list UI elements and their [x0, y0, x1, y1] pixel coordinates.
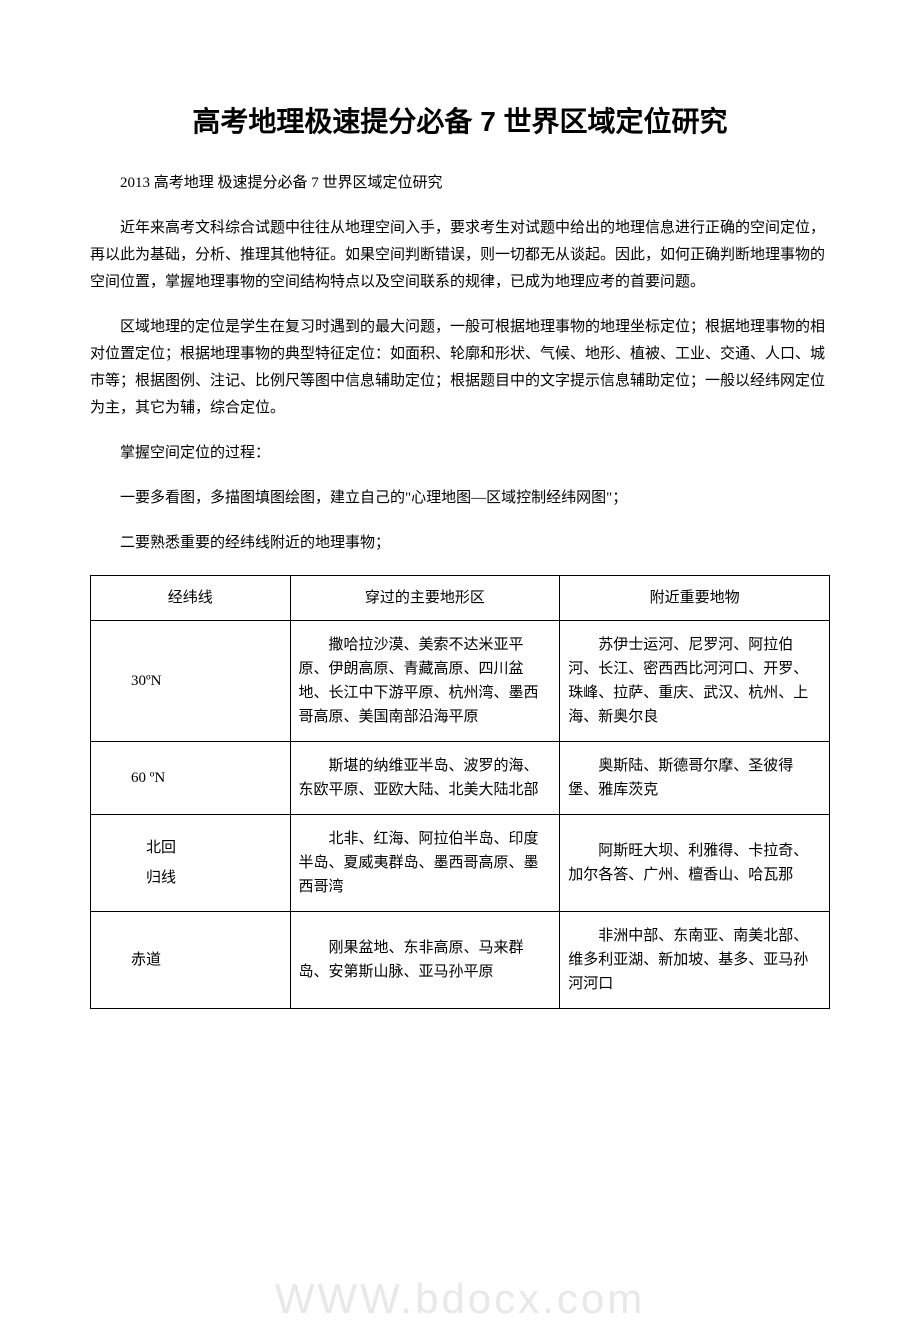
page-title: 高考地理极速提分必备 7 世界区域定位研究	[90, 100, 830, 140]
table-container: WWW.bdocx.com 经纬线 穿过的主要地形区 附近重要地物 30ºN 撒…	[90, 575, 830, 1009]
table-header-row: 经纬线 穿过的主要地形区 附近重要地物	[91, 576, 830, 621]
table-row: 30ºN 撒哈拉沙漠、美索不达米亚平原、伊朗高原、青藏高原、四川盆地、长江中下游…	[91, 621, 830, 742]
table-row: 北回 归线 北非、红海、阿拉伯半岛、印度半岛、夏威夷群岛、墨西哥高原、墨西哥湾 …	[91, 815, 830, 912]
table-row: 赤道 刚果盆地、东非高原、马来群岛、安第斯山脉、亚马孙平原 非洲中部、东南亚、南…	[91, 912, 830, 1009]
col-header-3: 附近重要地物	[560, 576, 830, 621]
col-header-1: 经纬线	[91, 576, 291, 621]
cell-features-equator: 非洲中部、东南亚、南美北部、维多利亚湖、新加坡、基多、亚马孙河河口	[560, 912, 830, 1009]
cell-terrain-60n: 斯堪的纳维亚半岛、波罗的海、东欧平原、亚欧大陆、北美大陆北部	[290, 742, 560, 815]
subtitle-para: 2013 高考地理 极速提分必备 7 世界区域定位研究	[90, 170, 830, 197]
tropic-line-2: 归线	[131, 866, 282, 890]
step-2-para: 二要熟悉重要的经纬线附近的地理事物；	[90, 530, 830, 557]
tropic-line-1: 北回	[131, 836, 282, 860]
cell-features-30n: 苏伊士运河、尼罗河、阿拉伯河、长江、密西西比河河口、开罗、珠峰、拉萨、重庆、武汉…	[560, 621, 830, 742]
process-heading: 掌握空间定位的过程：	[90, 440, 830, 467]
cell-lat-30n: 30ºN	[91, 621, 291, 742]
latitude-table: 经纬线 穿过的主要地形区 附近重要地物 30ºN 撒哈拉沙漠、美索不达米亚平原、…	[90, 575, 830, 1009]
cell-terrain-equator: 刚果盆地、东非高原、马来群岛、安第斯山脉、亚马孙平原	[290, 912, 560, 1009]
cell-features-60n: 奥斯陆、斯德哥尔摩、圣彼得堡、雅库茨克	[560, 742, 830, 815]
intro-para-1: 近年来高考文科综合试题中往往从地理空间入手，要求考生对试题中给出的地理信息进行正…	[90, 215, 830, 296]
cell-features-tropic: 阿斯旺大坝、利雅得、卡拉奇、加尔各答、广州、檀香山、哈瓦那	[560, 815, 830, 912]
cell-terrain-tropic: 北非、红海、阿拉伯半岛、印度半岛、夏威夷群岛、墨西哥高原、墨西哥湾	[290, 815, 560, 912]
intro-para-2: 区域地理的定位是学生在复习时遇到的最大问题，一般可根据地理事物的地理坐标定位；根…	[90, 314, 830, 422]
cell-lat-60n: 60 ºN	[91, 742, 291, 815]
watermark-text: WWW.bdocx.com	[275, 1275, 645, 1323]
table-row: 60 ºN 斯堪的纳维亚半岛、波罗的海、东欧平原、亚欧大陆、北美大陆北部 奥斯陆…	[91, 742, 830, 815]
step-1-para: 一要多看图，多描图填图绘图，建立自己的"心理地图—区域控制经纬网图"；	[90, 485, 830, 512]
cell-lat-equator: 赤道	[91, 912, 291, 1009]
cell-terrain-30n: 撒哈拉沙漠、美索不达米亚平原、伊朗高原、青藏高原、四川盆地、长江中下游平原、杭州…	[290, 621, 560, 742]
cell-lat-tropic: 北回 归线	[91, 815, 291, 912]
col-header-2: 穿过的主要地形区	[290, 576, 560, 621]
